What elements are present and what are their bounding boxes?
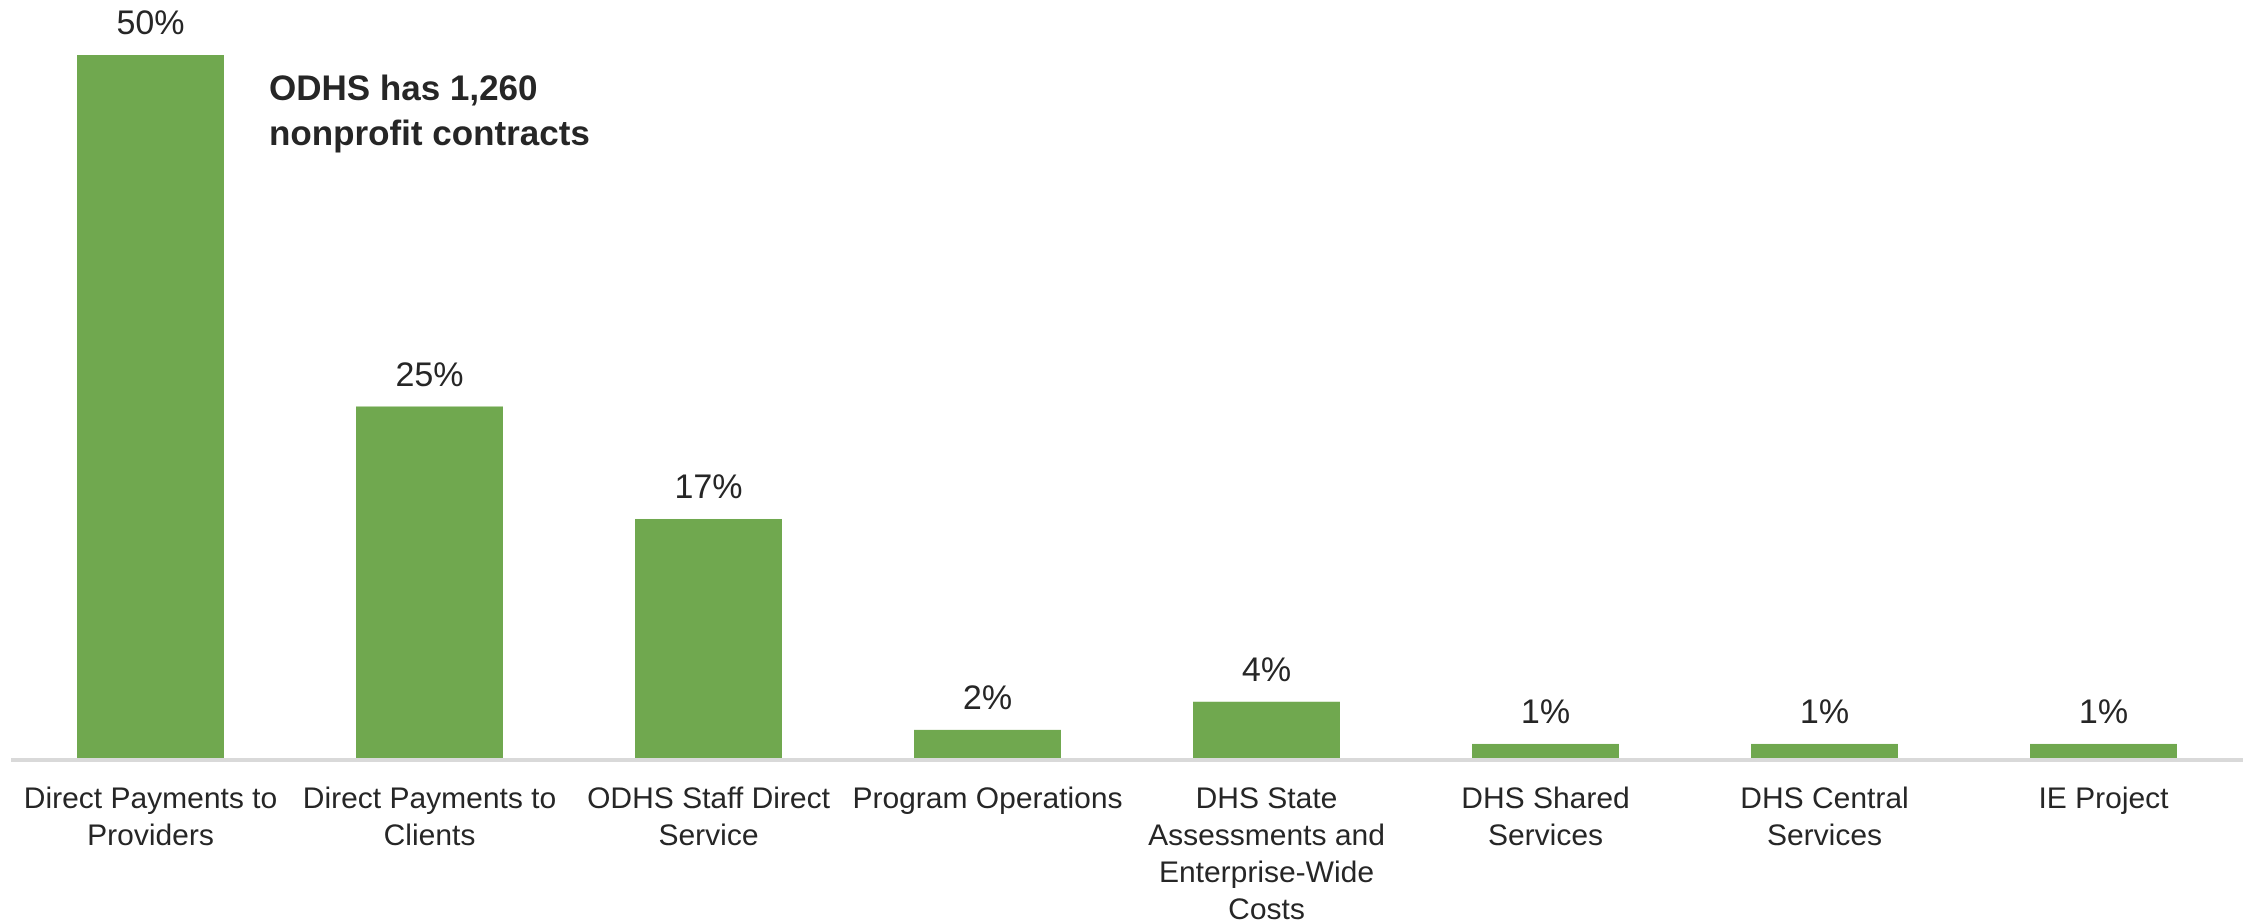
bar — [635, 518, 782, 758]
x-tick-label: Direct Payments to Providers — [23, 782, 278, 852]
x-tick-label: DHS Central Services — [1740, 782, 1909, 852]
x-tick-label: DHS State Assessments and Enterprise-Wid… — [1148, 782, 1385, 920]
bar — [1751, 743, 1898, 758]
bar — [2030, 743, 2177, 758]
data-label: 1% — [2078, 692, 2129, 731]
bar — [1472, 743, 1619, 758]
data-label: 17% — [674, 467, 743, 506]
x-tick-label: DHS Shared Services — [1461, 782, 1630, 852]
data-label: 25% — [395, 355, 464, 394]
data-label: 2% — [962, 678, 1013, 717]
data-label: 1% — [1799, 692, 1850, 731]
data-label: 1% — [1520, 692, 1571, 731]
x-tick-label: Direct Payments to Clients — [302, 782, 557, 852]
bar — [1193, 701, 1340, 758]
data-label: 4% — [1241, 650, 1292, 689]
x-tick-label: IE Project — [2038, 782, 2169, 815]
x-tick-label: ODHS Staff Direct Service — [587, 782, 830, 852]
data-label: 50% — [116, 4, 185, 42]
annotation: ODHS has 1,260 nonprofit contracts — [269, 69, 590, 153]
bar — [356, 406, 503, 758]
x-tick-label: Program Operations — [852, 782, 1123, 815]
bar — [914, 729, 1061, 758]
bar — [77, 55, 224, 758]
